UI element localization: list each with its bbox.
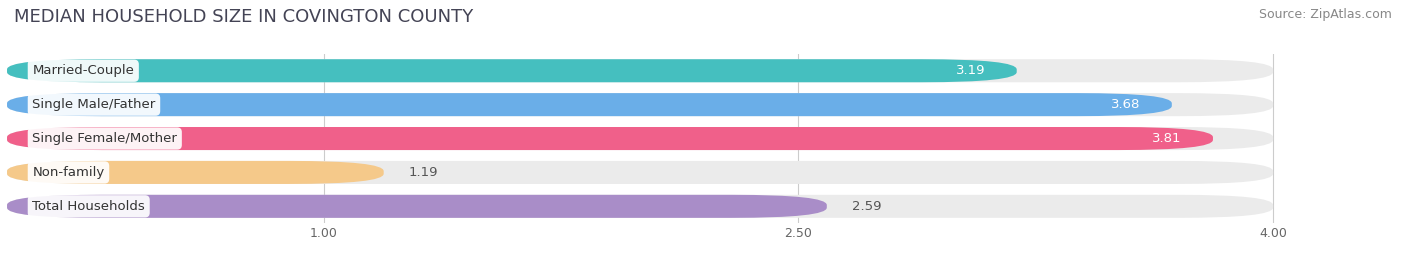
FancyBboxPatch shape <box>7 93 1171 116</box>
Text: 3.19: 3.19 <box>956 64 986 77</box>
FancyBboxPatch shape <box>7 161 1272 184</box>
FancyBboxPatch shape <box>7 59 1272 82</box>
Text: 2.59: 2.59 <box>852 200 882 213</box>
FancyBboxPatch shape <box>7 195 1272 218</box>
FancyBboxPatch shape <box>7 127 1272 150</box>
FancyBboxPatch shape <box>7 195 827 218</box>
Text: Source: ZipAtlas.com: Source: ZipAtlas.com <box>1258 8 1392 21</box>
FancyBboxPatch shape <box>7 93 1272 116</box>
FancyBboxPatch shape <box>7 127 1213 150</box>
FancyBboxPatch shape <box>7 59 1017 82</box>
Text: MEDIAN HOUSEHOLD SIZE IN COVINGTON COUNTY: MEDIAN HOUSEHOLD SIZE IN COVINGTON COUNT… <box>14 8 474 26</box>
Text: Single Male/Father: Single Male/Father <box>32 98 156 111</box>
Text: 1.19: 1.19 <box>409 166 439 179</box>
Text: Married-Couple: Married-Couple <box>32 64 134 77</box>
FancyBboxPatch shape <box>7 161 384 184</box>
Text: 3.68: 3.68 <box>1111 98 1140 111</box>
Text: Non-family: Non-family <box>32 166 104 179</box>
Text: 3.81: 3.81 <box>1152 132 1181 145</box>
Text: Single Female/Mother: Single Female/Mother <box>32 132 177 145</box>
Text: Total Households: Total Households <box>32 200 145 213</box>
